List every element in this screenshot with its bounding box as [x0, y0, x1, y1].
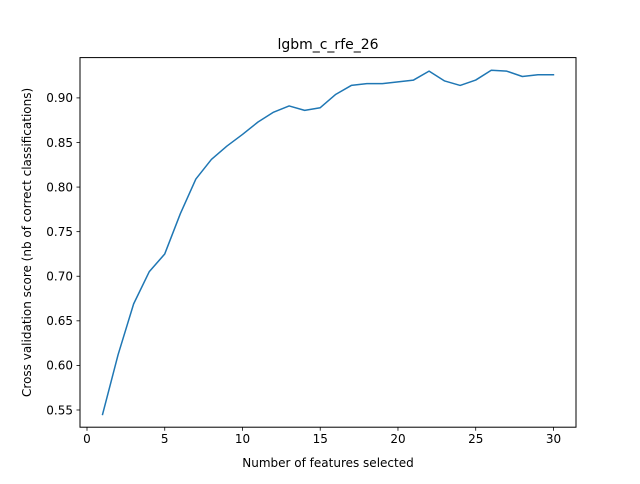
y-axis-label: Cross validation score (nb of correct cl… [20, 88, 34, 397]
x-tick-label: 10 [235, 432, 250, 446]
x-tick-label: 0 [83, 432, 91, 446]
y-tick-label: 0.65 [46, 314, 73, 328]
series-line [101, 69, 555, 416]
y-axis-ticks: 0.55 0.60 0.65 0.70 0.75 0.80 0.85 0.90 [46, 91, 80, 417]
x-tick-label: 15 [313, 432, 328, 446]
y-tick-label: 0.85 [46, 136, 73, 150]
y-tick-label: 0.70 [46, 270, 73, 284]
x-tick-label: 25 [468, 432, 483, 446]
plot-area [79, 57, 577, 428]
series-layer [101, 69, 555, 416]
axes-frame [79, 57, 577, 428]
y-tick-label: 0.55 [46, 403, 73, 417]
y-tick-label: 0.80 [46, 180, 73, 194]
x-axis-ticks: 0 5 10 15 20 25 30 [83, 427, 561, 446]
y-tick-label: 0.60 [46, 359, 73, 373]
x-axis-label: Number of features selected [242, 456, 413, 470]
chart-title: lgbm_c_rfe_26 [277, 37, 378, 53]
y-tick-label: 0.90 [46, 91, 73, 105]
x-tick-label: 20 [390, 432, 405, 446]
x-tick-label: 5 [161, 432, 169, 446]
y-tick-label: 0.75 [46, 225, 73, 239]
x-tick-label: 30 [546, 432, 561, 446]
